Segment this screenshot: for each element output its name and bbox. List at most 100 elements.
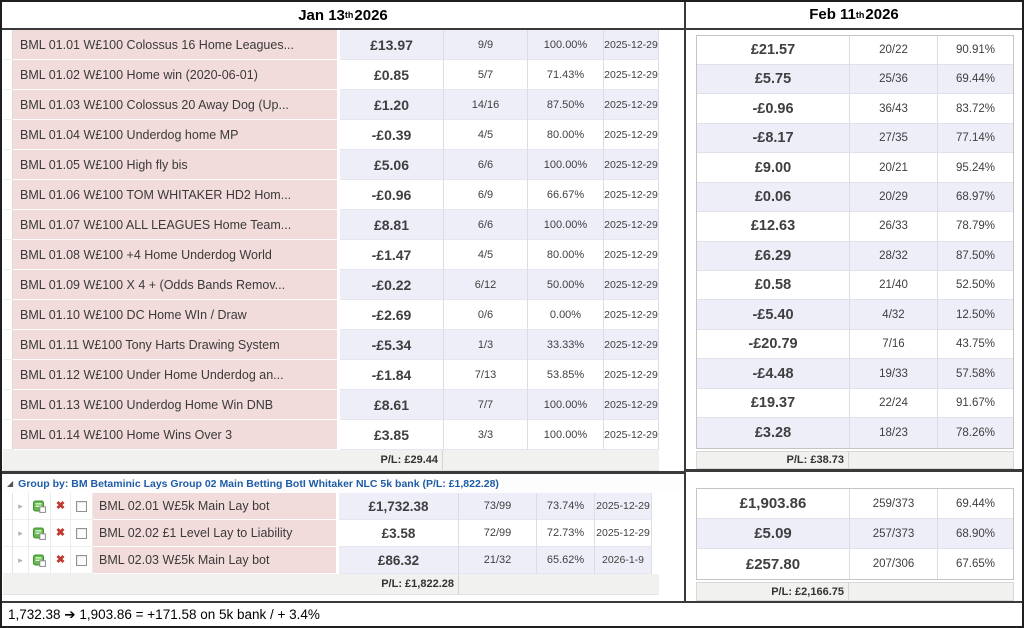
table-row[interactable]: BML 01.06 W£100 TOM WHITAKER HD2 Hom... … <box>3 180 659 210</box>
table-row[interactable]: £21.57 20/22 90.91% <box>697 35 1013 66</box>
table-row[interactable]: BML 01.14 W£100 Home Wins Over 3 £3.85 3… <box>3 420 659 450</box>
row-gutter <box>3 240 13 270</box>
expand-arrow-icon[interactable]: ▸ <box>18 527 23 538</box>
right-table: £21.57 20/22 90.91% £5.75 25/36 69.44% -… <box>697 35 1013 448</box>
table-row[interactable]: BML 01.02 W£100 Home win (2020-06-01) £0… <box>3 60 659 90</box>
win-percent: 91.67% <box>937 388 1013 419</box>
expand-arrow-icon[interactable]: ▸ <box>18 554 23 565</box>
table-row[interactable]: BML 01.03 W£100 Colossus 20 Away Dog (Up… <box>3 90 659 120</box>
table-row[interactable]: £1,903.86 259/373 69.44% <box>697 489 1013 520</box>
table-row[interactable]: -£8.17 27/35 77.14% <box>697 123 1013 154</box>
group-table: ▸ ✖ <box>3 493 659 574</box>
section-divider <box>686 469 1022 473</box>
right-bottom-pl-total: P/L: £2,166.75 <box>697 583 849 601</box>
table-row[interactable]: £257.80 207/306 67.65% <box>697 549 1013 580</box>
table-row[interactable]: -£20.79 7/16 43.75% <box>697 329 1013 360</box>
row-gutter <box>3 420 13 450</box>
pl-value: £8.81 <box>340 210 443 240</box>
report-icon[interactable] <box>33 500 46 513</box>
table-row[interactable]: £5.09 257/373 68.90% <box>697 519 1013 550</box>
win-record: 7/13 <box>443 360 527 390</box>
win-record: 7/16 <box>849 329 937 360</box>
win-record: 259/373 <box>849 489 937 520</box>
row-gutter <box>3 180 13 210</box>
pl-row-filler <box>443 450 659 470</box>
table-row[interactable]: BML 01.10 W£100 DC Home WIn / Draw -£2.6… <box>3 300 659 330</box>
table-row[interactable]: £5.75 25/36 69.44% <box>697 65 1013 95</box>
pl-value: £86.32 <box>339 547 458 574</box>
section-divider <box>2 471 684 474</box>
table-row[interactable]: £12.63 26/33 78.79% <box>697 212 1013 242</box>
strategy-label: BML 01.10 W£100 DC Home WIn / Draw <box>13 300 340 330</box>
delete-icon[interactable]: ✖ <box>55 553 66 566</box>
strategy-label: BML 01.04 W£100 Underdog home MP <box>13 120 340 150</box>
table-row[interactable]: £0.06 20/29 68.97% <box>697 182 1013 213</box>
win-record: 73/99 <box>458 493 536 520</box>
group-header[interactable]: ◢ Group by: BM Betaminic Lays Group 02 M… <box>2 474 684 493</box>
table-row[interactable]: BML 01.11 W£100 Tony Harts Drawing Syste… <box>3 330 659 360</box>
report-icon[interactable] <box>33 527 46 540</box>
row-checkbox[interactable] <box>76 527 87 539</box>
pl-value: -£5.40 <box>697 300 849 330</box>
table-row[interactable]: £19.37 22/24 91.67% <box>697 388 1013 419</box>
table-row[interactable]: £9.00 20/21 95.24% <box>697 153 1013 183</box>
delete-icon[interactable]: ✖ <box>55 499 66 512</box>
row-checkbox[interactable] <box>76 500 87 512</box>
win-record: 7/7 <box>443 390 527 420</box>
pl-value: £5.75 <box>697 65 849 95</box>
bot-row[interactable]: ▸ ✖ <box>3 547 659 574</box>
win-record: 3/3 <box>443 420 527 450</box>
table-row[interactable]: -£4.48 19/33 57.58% <box>697 359 1013 389</box>
table-row[interactable]: BML 01.08 W£100 +4 Home Underdog World -… <box>3 240 659 270</box>
win-percent: 68.90% <box>937 519 1013 550</box>
right-date-title: Feb 11 <box>809 6 856 24</box>
right-table-frame: £21.57 20/22 90.91% £5.75 25/36 69.44% -… <box>696 34 1014 449</box>
table-row[interactable]: -£5.40 4/32 12.50% <box>697 300 1013 330</box>
group-collapse-icon[interactable]: ◢ <box>7 478 14 488</box>
bot-row[interactable]: ▸ ✖ <box>3 520 659 547</box>
table-row[interactable]: £6.29 28/32 87.50% <box>697 241 1013 272</box>
right-date-ordinal: th <box>855 9 865 20</box>
table-row[interactable]: BML 01.04 W£100 Underdog home MP -£0.39 … <box>3 120 659 150</box>
pl-value: £1.20 <box>340 90 443 120</box>
pl-value: £1,732.38 <box>339 493 458 520</box>
table-row[interactable]: £0.58 21/40 52.50% <box>697 271 1013 301</box>
delete-icon[interactable]: ✖ <box>55 526 66 539</box>
win-percent: 87.50% <box>527 90 603 120</box>
pl-value: -£0.96 <box>340 180 443 210</box>
table-row[interactable]: BML 01.13 W£100 Underdog Home Win DNB £8… <box>3 390 659 420</box>
pl-value: £12.63 <box>697 212 849 242</box>
win-record: 14/16 <box>443 90 527 120</box>
table-row[interactable]: BML 01.05 W£100 High fly bis £5.06 6/6 1… <box>3 150 659 180</box>
pl-row-filler <box>459 574 659 594</box>
win-percent: 65.62% <box>536 547 594 574</box>
table-row[interactable]: -£0.96 36/43 83.72% <box>697 94 1013 124</box>
bot-row[interactable]: ▸ ✖ <box>3 493 659 520</box>
pl-value: £3.58 <box>339 520 458 547</box>
win-record: 18/23 <box>849 418 937 448</box>
row-checkbox[interactable] <box>76 554 87 566</box>
strategy-table: BML 01.01 W£100 Colossus 16 Home Leagues… <box>3 30 659 450</box>
expand-arrow-icon[interactable]: ▸ <box>18 500 23 511</box>
win-record: 19/33 <box>849 359 937 389</box>
row-gutter <box>3 270 13 300</box>
pl-value: £1,903.86 <box>697 489 849 520</box>
table-row[interactable]: BML 01.01 W£100 Colossus 16 Home Leagues… <box>3 30 659 60</box>
delete-cell: ✖ <box>51 520 71 547</box>
pl-value: £21.57 <box>697 35 849 66</box>
report-icon[interactable] <box>33 554 46 567</box>
win-record: 72/99 <box>458 520 536 547</box>
win-percent: 50.00% <box>527 270 603 300</box>
table-row[interactable]: BML 01.12 W£100 Under Home Underdog an..… <box>3 360 659 390</box>
table-row[interactable]: £3.28 18/23 78.26% <box>697 418 1013 448</box>
win-percent: 100.00% <box>527 30 603 60</box>
table-row[interactable]: BML 01.09 W£100 X 4 + (Odds Bands Remov.… <box>3 270 659 300</box>
pl-value: -£1.84 <box>340 360 443 390</box>
win-record: 6/12 <box>443 270 527 300</box>
table-row[interactable]: BML 01.07 W£100 ALL LEAGUES Home Team...… <box>3 210 659 240</box>
